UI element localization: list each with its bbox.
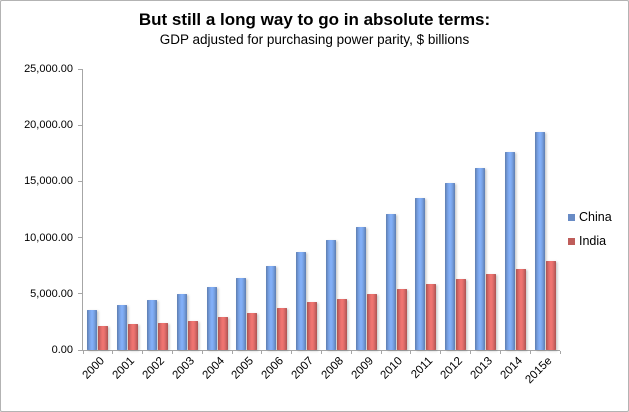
bar-china-2001 [117,305,128,350]
legend-swatch-china [568,213,575,221]
bar-india-2003 [187,320,198,350]
bar-china-2003 [176,294,187,350]
bar-china-2014 [504,151,515,350]
bar-group-2011 [411,69,441,350]
x-axis-tick [201,351,203,354]
y-axis-label: 20,000.00 [24,119,73,132]
bar-india-2012 [456,279,467,350]
x-axis-tick [171,351,173,354]
bar-group-2003 [172,69,202,350]
legend-label-india: India [579,234,607,248]
bar-india-2000 [98,326,109,350]
legend-swatch-india [568,237,575,245]
chart-subtitle: GDP adjusted for purchasing power parity… [159,32,470,47]
legend-item-india: India [568,233,612,249]
x-axis-tick [529,351,531,354]
bar-group-2005 [232,69,262,350]
y-axis-tick [78,293,82,295]
bar-india-2001 [128,324,139,350]
bar-china-2010 [385,214,396,350]
y-axis-tick [78,68,82,70]
bar-india-2008 [336,298,347,350]
bar-group-2014 [500,69,530,350]
plot-area [78,68,561,354]
bar-china-2002 [147,299,158,350]
bar-china-2000 [87,309,98,350]
x-axis-tick [291,351,293,354]
legend-label-china: China [579,210,612,224]
bar-group-2012 [441,69,471,350]
bar-china-2006 [266,265,277,350]
y-axis-tick [78,180,82,182]
x-axis-tick [231,351,233,354]
x-axis-tick [410,351,412,354]
x-axis-tick [112,351,114,354]
bar-india-2009 [366,294,377,350]
bar-china-2007 [296,252,307,350]
x-axis-tick [470,351,472,354]
bar-group-2006 [262,69,292,350]
x-axis-tick [142,351,144,354]
y-axis-label: 10,000.00 [24,231,73,244]
y-axis-label: 15,000.00 [24,175,73,188]
y-axis-tick [78,237,82,239]
x-axis-tick [380,351,382,354]
legend: China India [568,209,612,257]
x-axis-tick [440,351,442,354]
x-axis-tick [499,351,501,354]
bar-india-2006 [277,308,288,350]
bar-china-2011 [415,198,426,350]
bar-group-2007 [292,69,322,350]
legend-item-china: China [568,209,612,225]
bar-india-2013 [485,274,496,350]
y-axis-label: 0.00 [51,344,73,356]
x-axis-tick [350,351,352,354]
x-axis-tick [321,351,322,354]
y-axis-tick [78,349,82,351]
bar-china-2015e [534,131,545,350]
bar-india-2005 [247,312,258,350]
bar-china-2004 [206,286,217,350]
bar-china-2013 [474,167,485,350]
y-axis-labels: 25,000.00 20,000.00 15,000.00 10,000.00 5,00… [7,63,73,356]
bar-china-2005 [236,277,247,350]
bar-india-2004 [217,317,228,350]
y-axis-label: 25,000.00 [24,63,73,75]
x-axis-tick [82,351,84,354]
bar-group-2010 [381,69,411,350]
bar-india-2010 [396,289,407,350]
bar-india-2011 [426,283,437,350]
x-axis-tick [559,351,561,354]
bar-india-2007 [307,302,318,350]
y-axis-tick [78,124,82,126]
bar-india-2002 [158,323,169,350]
x-axis-labels: 2000 2001 2002 2003 2004 2005 2006 2007 2008 2009… [80,355,555,387]
chart-title: But still a long way to go in absolute t… [138,10,491,29]
bar-china-2009 [355,227,366,350]
bars-container [83,69,560,350]
bar-china-2008 [325,239,336,350]
bar-group-2013 [471,69,501,350]
bar-group-2008 [322,69,352,350]
y-axis-label: 5,000.00 [30,287,73,300]
bar-group-2009 [351,69,381,350]
bar-group-2000 [83,69,113,350]
bar-china-2012 [445,183,456,350]
bar-group-2015e [530,69,560,350]
bar-india-2015e [545,261,556,350]
bar-group-2002 [143,69,173,350]
bar-group-2004 [202,69,232,350]
bar-india-2014 [515,269,526,350]
x-axis-tick [261,351,263,354]
bar-group-2001 [113,69,143,350]
